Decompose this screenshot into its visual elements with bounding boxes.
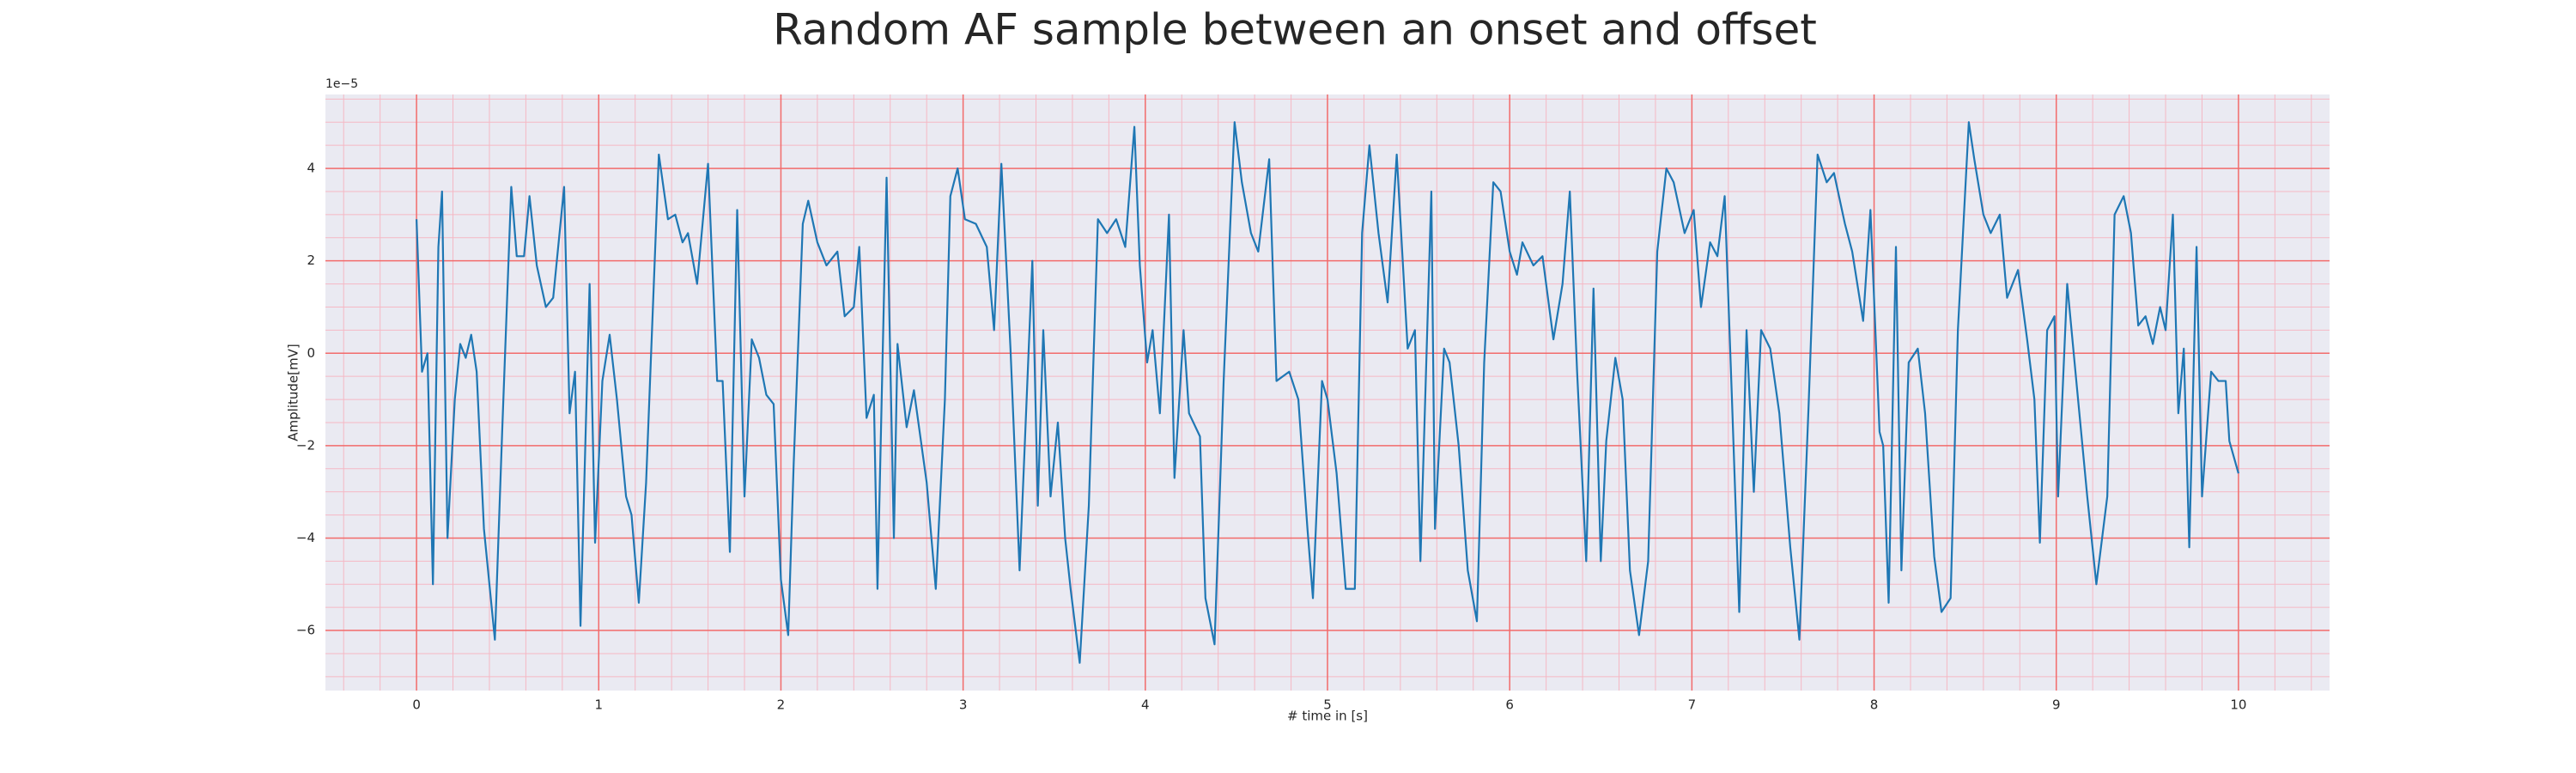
y-tick-label: 4 — [307, 161, 315, 176]
x-tick-label: 6 — [1505, 697, 1514, 713]
x-tick-label: 1 — [594, 697, 603, 713]
x-tick-label: 3 — [959, 697, 968, 713]
y-tick-label: −4 — [296, 530, 315, 545]
y-tick-label: −6 — [296, 623, 315, 638]
y-tick-label: 2 — [307, 253, 315, 268]
x-tick-label: 4 — [1141, 697, 1150, 713]
x-tick-label: 0 — [412, 697, 421, 713]
x-tick-label: 5 — [1323, 697, 1332, 713]
x-tick-label: 9 — [2052, 697, 2061, 713]
chart-title: Random AF sample between an onset and of… — [773, 5, 1817, 55]
x-tick-label: 2 — [777, 697, 786, 713]
y-tick-label: −2 — [296, 437, 315, 453]
signal-line — [415, 121, 2239, 664]
y-tick-label: 0 — [307, 345, 315, 361]
x-tick-label: 7 — [1688, 697, 1697, 713]
x-tick-label: 10 — [2230, 697, 2246, 713]
y-axis-label: Amplitude[mV] — [286, 344, 301, 441]
y-offset-text: 1e−5 — [325, 77, 358, 91]
x-axis-label: # time in [s] — [1287, 709, 1368, 724]
x-tick-label: 8 — [1870, 697, 1879, 713]
